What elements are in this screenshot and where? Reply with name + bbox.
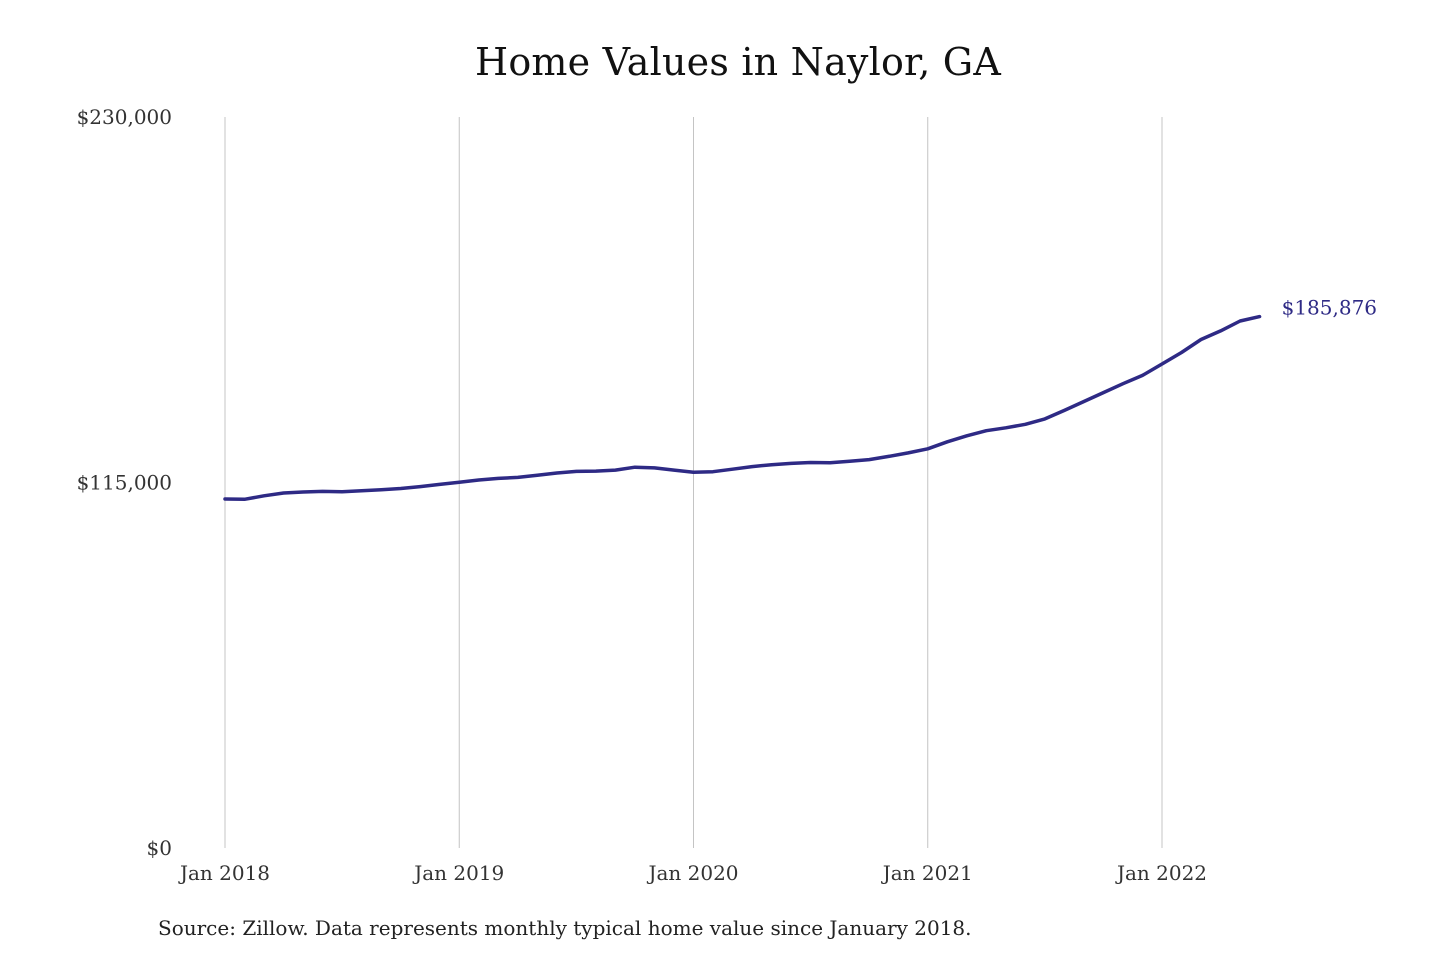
x-tick-label: Jan 2019 (412, 861, 504, 885)
x-tick-label: Jan 2022 (1115, 861, 1207, 885)
x-tick-label: Jan 2018 (178, 861, 270, 885)
series-line (223, 314, 1262, 502)
x-tick-label: Jan 2021 (881, 861, 973, 885)
y-tick-label: $115,000 (77, 471, 172, 495)
series-layer (223, 314, 1262, 502)
source-note: Source: Zillow. Data represents monthly … (158, 916, 972, 940)
chart-title: Home Values in Naylor, GA (475, 40, 1001, 84)
data-labels: $185,876 (1282, 296, 1377, 320)
end-value-label: $185,876 (1282, 296, 1377, 320)
axis-ticks: Jan 2018 Jan 2019 Jan 2020 Jan 2021 Jan 2022… (77, 105, 1207, 885)
y-tick-label: $230,000 (77, 105, 172, 129)
x-tick-label: Jan 2020 (646, 861, 738, 885)
gridlines (224, 117, 1163, 848)
y-tick-label: $0 (147, 836, 172, 860)
